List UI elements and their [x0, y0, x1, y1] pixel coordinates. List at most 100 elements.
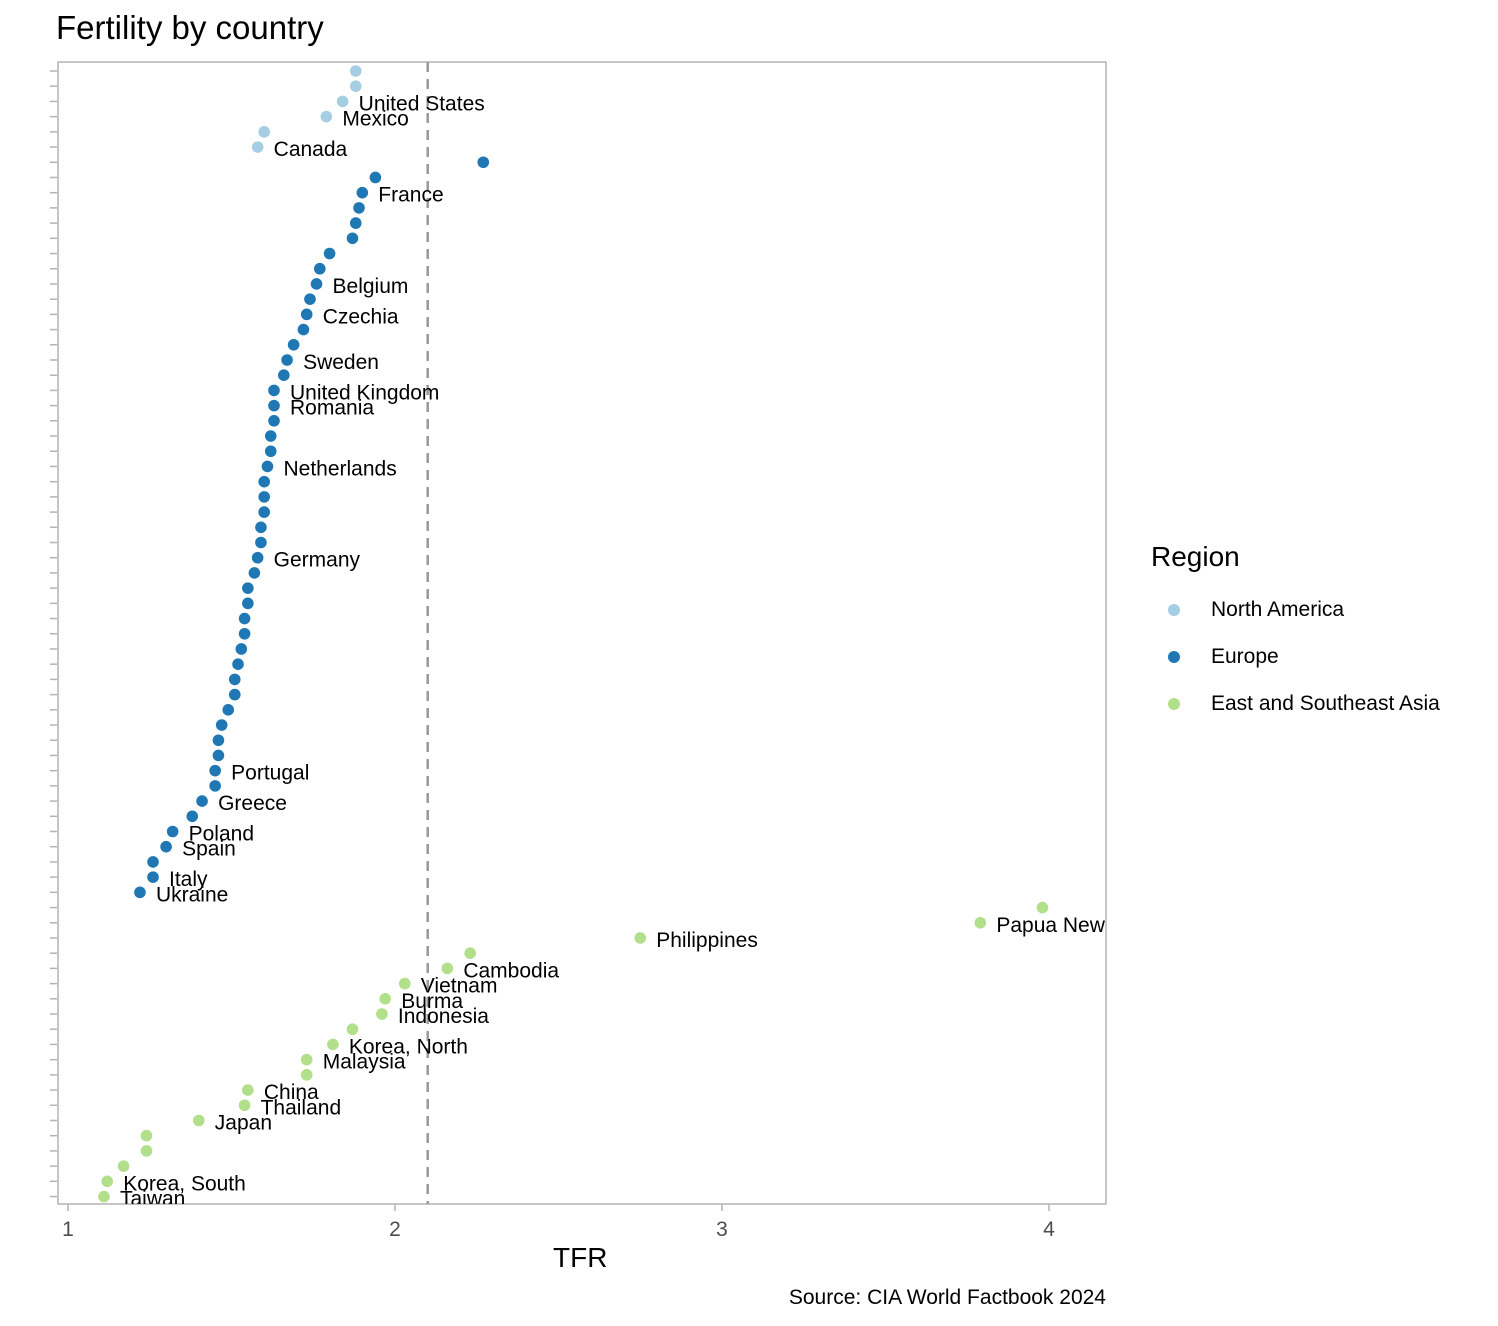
data-point	[140, 1129, 153, 1142]
point-label: Canada	[274, 138, 348, 161]
point-label: Indonesia	[398, 1005, 489, 1028]
point-label: Romania	[290, 397, 374, 420]
point-label: United Kingdom	[290, 381, 439, 404]
data-point	[268, 415, 280, 427]
data-point	[193, 1114, 205, 1127]
data-point	[399, 977, 411, 990]
data-point	[258, 475, 271, 488]
data-point	[464, 947, 477, 959]
data-point	[441, 962, 454, 975]
point-label: Netherlands	[283, 457, 396, 480]
point-label: Cambodia	[463, 959, 559, 982]
data-point	[134, 886, 146, 899]
data-point	[300, 1053, 313, 1066]
data-point	[101, 1175, 114, 1188]
point-label: Ukraine	[156, 883, 228, 906]
point-label: Thailand	[261, 1096, 342, 1119]
data-point	[232, 658, 244, 670]
point-label: Greece	[218, 792, 287, 815]
data-point	[369, 171, 382, 184]
data-points	[98, 65, 1049, 1203]
data-point	[304, 293, 316, 305]
legend-label: North America	[1211, 597, 1345, 621]
data-point	[477, 156, 490, 169]
legend-item-europe: Europe	[1151, 633, 1491, 680]
legend: Region North America Europe East and Sou…	[1151, 538, 1491, 727]
point-label: Spain	[182, 838, 236, 861]
data-point	[255, 536, 267, 549]
point-label: China	[264, 1081, 319, 1104]
data-point	[228, 673, 241, 686]
point-label: Sweden	[303, 351, 379, 374]
x-tick-label: 4	[1043, 1218, 1055, 1241]
data-point	[238, 627, 251, 640]
x-axis-ticks: 1 2 3 4	[62, 1204, 1055, 1241]
point-label: Malaysia	[323, 1051, 406, 1074]
legend-label: East and Southeast Asia	[1211, 691, 1440, 715]
data-point	[238, 612, 251, 625]
legend-swatch-europe	[1168, 650, 1180, 663]
x-tick-label: 1	[62, 1218, 74, 1241]
data-point	[349, 217, 362, 229]
data-point	[212, 749, 225, 762]
x-axis-title: TFR	[553, 1242, 608, 1273]
data-point	[278, 369, 290, 382]
legend-swatch-north-america	[1168, 603, 1180, 616]
data-point	[222, 704, 235, 716]
legend-label: Europe	[1211, 644, 1279, 668]
point-label: United States	[359, 92, 485, 115]
data-point	[376, 1008, 388, 1020]
data-point	[346, 1023, 359, 1036]
data-point	[251, 141, 264, 153]
data-point	[300, 1069, 313, 1081]
point-label: Philippines	[656, 929, 758, 952]
point-label: Taiwan	[120, 1188, 185, 1211]
data-point	[281, 354, 293, 366]
data-point	[258, 506, 271, 518]
data-point	[264, 445, 277, 458]
data-point	[209, 764, 221, 777]
point-label: Japan	[215, 1111, 272, 1134]
data-point	[140, 1145, 153, 1157]
data-point	[336, 95, 349, 108]
data-point	[356, 186, 369, 199]
data-point	[300, 308, 313, 321]
plot-panel-border	[57, 61, 1107, 1205]
point-label: Belgium	[333, 275, 409, 298]
point-label: Germany	[274, 549, 361, 572]
data-point	[228, 688, 241, 701]
point-label: Czechia	[323, 305, 399, 328]
data-point	[379, 993, 391, 1005]
data-point	[974, 916, 987, 929]
point-label: Mexico	[342, 108, 409, 131]
data-point	[1036, 901, 1049, 914]
point-label: Vietnam	[421, 975, 498, 998]
data-point	[346, 232, 359, 245]
legend-item-north-america: North America	[1151, 586, 1491, 633]
data-point	[287, 338, 300, 351]
data-point	[258, 491, 271, 503]
x-tick-label: 2	[389, 1218, 401, 1241]
point-label: Papua New Guinea	[996, 914, 1178, 937]
data-point	[268, 384, 280, 397]
data-point	[242, 1084, 254, 1096]
source-caption: Source: CIA World Factbook 2024	[788, 1286, 1106, 1309]
data-point	[323, 247, 336, 260]
data-point	[313, 262, 326, 275]
data-point	[353, 202, 365, 214]
legend-title: Region	[1151, 541, 1240, 572]
data-point	[255, 521, 267, 534]
point-label: France	[378, 184, 443, 207]
data-point	[261, 460, 274, 473]
data-point	[327, 1038, 339, 1051]
data-point	[248, 567, 261, 579]
chart-title: Fertility by country	[56, 9, 324, 46]
legend-swatch-east-southeast-asia	[1168, 697, 1180, 710]
data-point	[242, 582, 254, 594]
data-point	[320, 110, 333, 123]
data-point	[117, 1160, 130, 1172]
point-label: Burma	[401, 990, 463, 1013]
data-point	[310, 278, 323, 290]
